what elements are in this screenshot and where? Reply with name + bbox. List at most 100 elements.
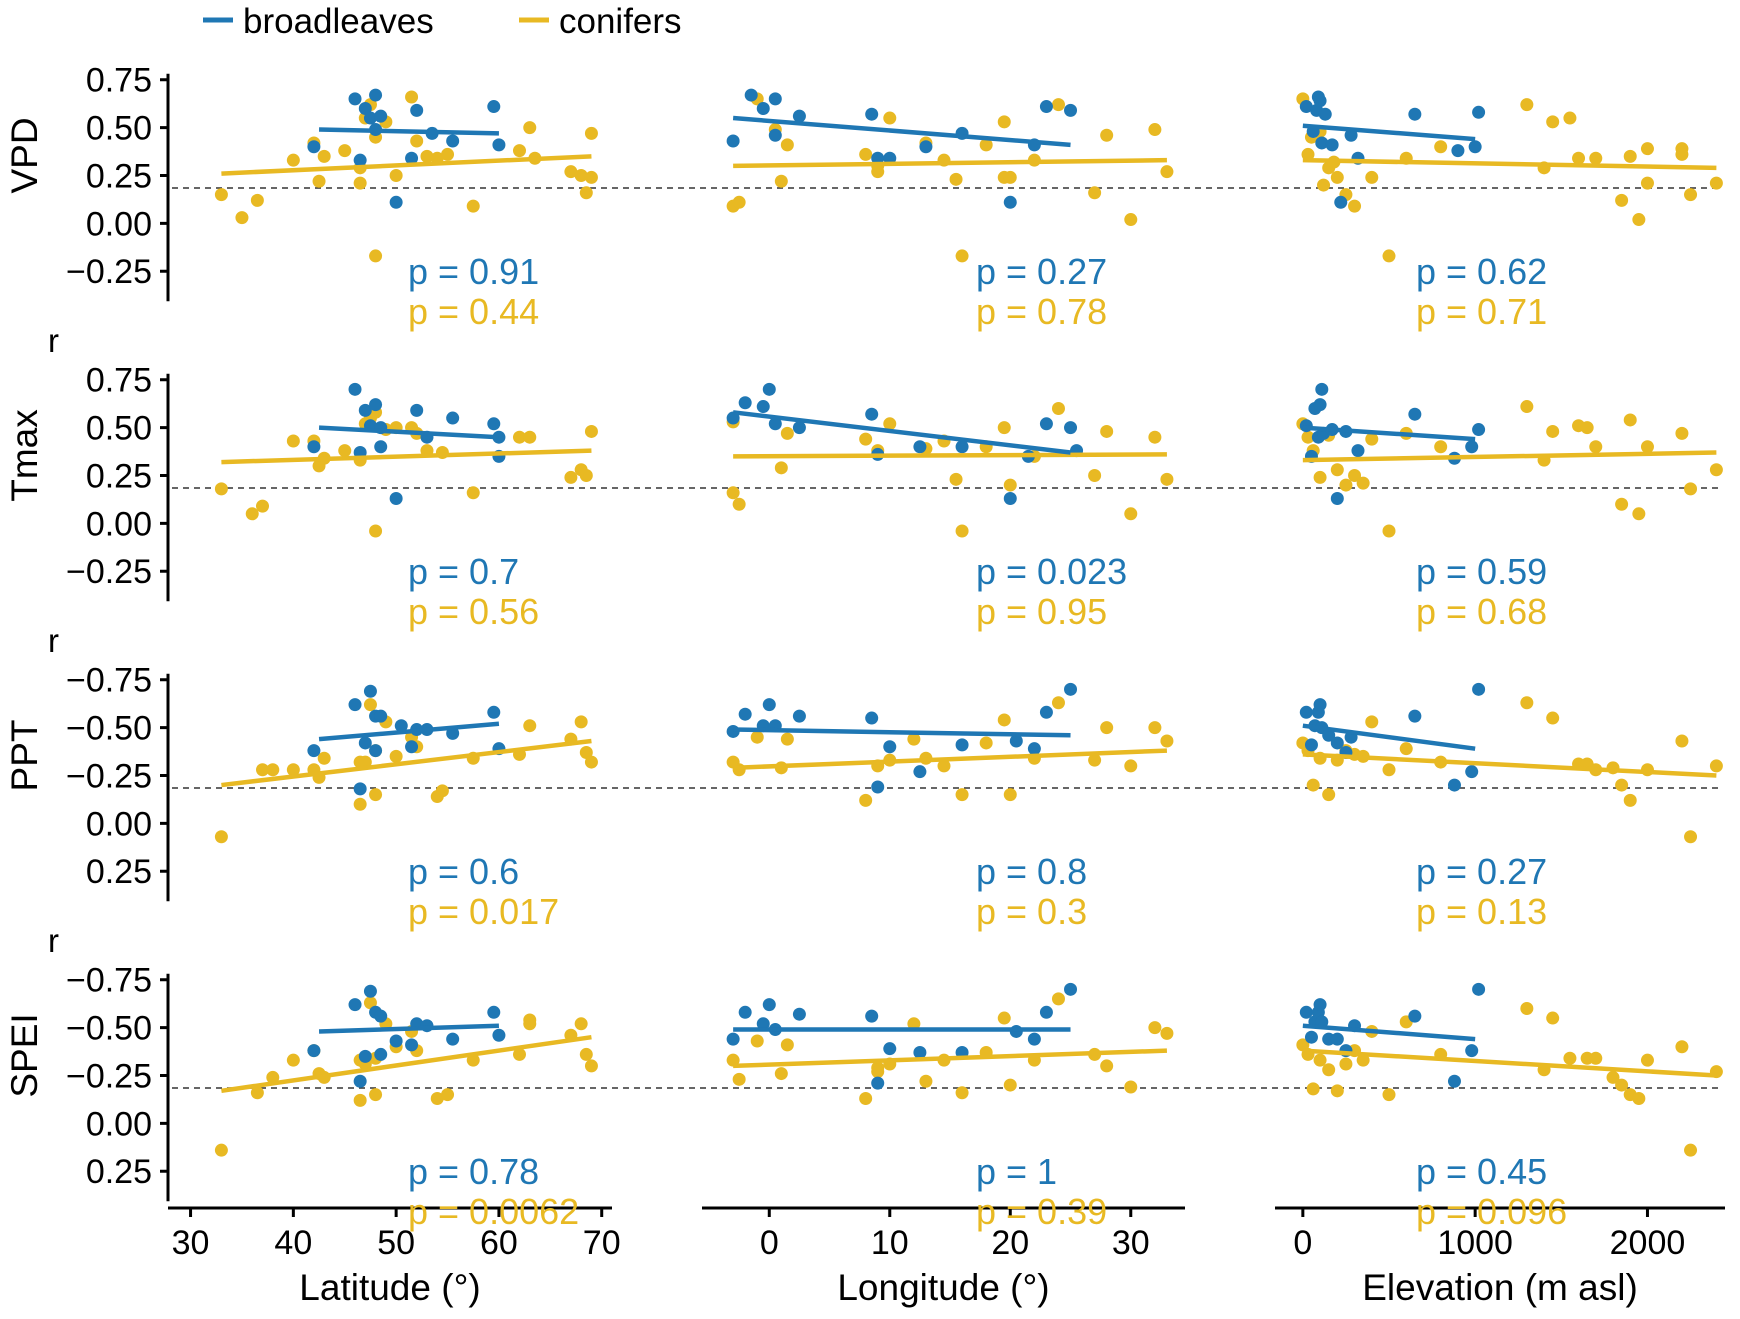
data-point-conifers <box>997 421 1011 435</box>
p-value-broadleaves: p = 0.91 <box>408 251 539 292</box>
y-tick-label: 0.75 <box>86 362 152 400</box>
data-point-conifers <box>955 249 969 263</box>
data-point-broadleaves <box>389 491 403 505</box>
data-point-broadleaves <box>374 109 388 123</box>
data-point-conifers <box>389 749 403 763</box>
data-point-broadleaves <box>1009 734 1023 748</box>
fit-line-conifers <box>733 157 1167 169</box>
data-point-conifers <box>859 147 873 161</box>
data-point-broadleaves <box>792 109 806 123</box>
data-point-conifers <box>1563 1051 1577 1065</box>
fit-line-conifers <box>1302 752 1717 778</box>
data-point-broadleaves <box>492 138 506 152</box>
data-point-conifers <box>1382 524 1396 538</box>
data-point-broadleaves <box>358 736 372 750</box>
p-value-conifers: p = 0.71 <box>1416 291 1547 332</box>
x-axis-label-elevation: Elevation (m asl) <box>1362 1267 1638 1308</box>
data-point-broadleaves <box>913 765 927 779</box>
data-point-conifers <box>1399 742 1413 756</box>
data-point-broadleaves <box>1465 1044 1479 1058</box>
data-point-conifers <box>1675 426 1689 440</box>
data-point-broadleaves <box>1351 444 1365 458</box>
data-point-conifers <box>1623 413 1637 427</box>
fit-line-conifers <box>733 1048 1168 1069</box>
data-point-conifers <box>1306 778 1320 792</box>
data-point-conifers <box>235 211 249 225</box>
data-point-conifers <box>1589 440 1603 454</box>
p-value-broadleaves: p = 0.6 <box>408 851 519 892</box>
data-point-broadleaves <box>446 1032 460 1046</box>
row-label-tmax: Tmax <box>4 409 45 502</box>
y-tick-label: 0.00 <box>86 805 152 843</box>
data-point-conifers <box>266 763 280 777</box>
p-value-broadleaves: p = 0.7 <box>408 551 519 592</box>
p-value-broadleaves: p = 0.62 <box>1416 251 1547 292</box>
data-point-broadleaves <box>353 153 367 167</box>
data-point-conifers <box>584 126 598 140</box>
data-point-broadleaves <box>374 1009 388 1023</box>
data-point-conifers <box>1675 147 1689 161</box>
data-point-conifers <box>1520 400 1534 414</box>
data-point-broadleaves <box>1064 103 1078 117</box>
data-point-broadleaves <box>348 92 362 106</box>
p-value-broadleaves: p = 0.8 <box>976 851 1087 892</box>
data-point-broadleaves <box>1322 728 1336 742</box>
p-value-broadleaves: p = 0.59 <box>1416 551 1547 592</box>
fit-line-broadleaves <box>1302 723 1476 751</box>
data-point-broadleaves <box>374 709 388 723</box>
data-point-conifers <box>338 144 352 158</box>
data-point-conifers <box>214 1143 228 1157</box>
fit-line-broadleaves <box>732 410 1071 455</box>
fit-line-broadleaves <box>1302 425 1476 442</box>
data-point-conifers <box>1356 476 1370 490</box>
data-point-conifers <box>1003 478 1017 492</box>
data-point-broadleaves <box>487 100 501 114</box>
data-point-broadleaves <box>353 1074 367 1088</box>
data-point-broadleaves <box>374 1047 388 1061</box>
data-point-conifers <box>859 432 873 446</box>
data-point-broadleaves <box>865 1009 879 1023</box>
fit-line-broadleaves <box>1302 1023 1476 1042</box>
data-point-conifers <box>1546 424 1560 438</box>
data-point-broadleaves <box>363 111 377 125</box>
data-point-broadleaves <box>1408 709 1422 723</box>
data-point-broadleaves <box>358 403 372 417</box>
y-tick-label: −0.50 <box>66 1010 152 1048</box>
p-value-conifers: p = 0.56 <box>408 591 539 632</box>
data-point-conifers <box>579 1047 593 1061</box>
data-point-broadleaves <box>358 101 372 115</box>
data-point-conifers <box>1365 432 1379 446</box>
data-point-conifers <box>579 468 593 482</box>
data-point-broadleaves <box>1447 778 1461 792</box>
data-point-conifers <box>883 417 897 431</box>
data-point-broadleaves <box>1330 491 1344 505</box>
data-point-conifers <box>1148 1021 1162 1035</box>
data-point-conifers <box>1088 753 1102 767</box>
data-point-broadleaves <box>1325 138 1339 152</box>
data-point-conifers <box>1124 507 1138 521</box>
data-point-conifers <box>1640 440 1654 454</box>
data-point-broadleaves <box>913 1046 927 1060</box>
data-point-conifers <box>1306 1082 1320 1096</box>
p-value-conifers: p = 0.13 <box>1416 891 1547 932</box>
data-point-conifers <box>1301 147 1315 161</box>
data-point-broadleaves <box>1465 440 1479 454</box>
data-point-conifers <box>1684 830 1698 844</box>
data-point-conifers <box>1124 1080 1138 1094</box>
data-point-conifers <box>1709 759 1723 773</box>
data-point-broadleaves <box>487 705 501 719</box>
data-point-conifers <box>338 444 352 458</box>
x-tick-label: 20 <box>991 1224 1029 1262</box>
y-tick-label: 0.00 <box>86 205 152 243</box>
data-point-broadleaves <box>756 400 770 414</box>
data-point-conifers <box>732 1072 746 1086</box>
data-point-conifers <box>997 1011 1011 1025</box>
data-point-conifers <box>441 147 455 161</box>
data-point-broadleaves <box>389 195 403 209</box>
data-point-broadleaves <box>1330 736 1344 750</box>
data-point-broadleaves <box>307 744 321 758</box>
data-point-conifers <box>750 1034 764 1048</box>
data-point-broadleaves <box>792 1007 806 1021</box>
data-point-conifers <box>774 174 788 188</box>
data-point-broadleaves <box>1027 742 1041 756</box>
